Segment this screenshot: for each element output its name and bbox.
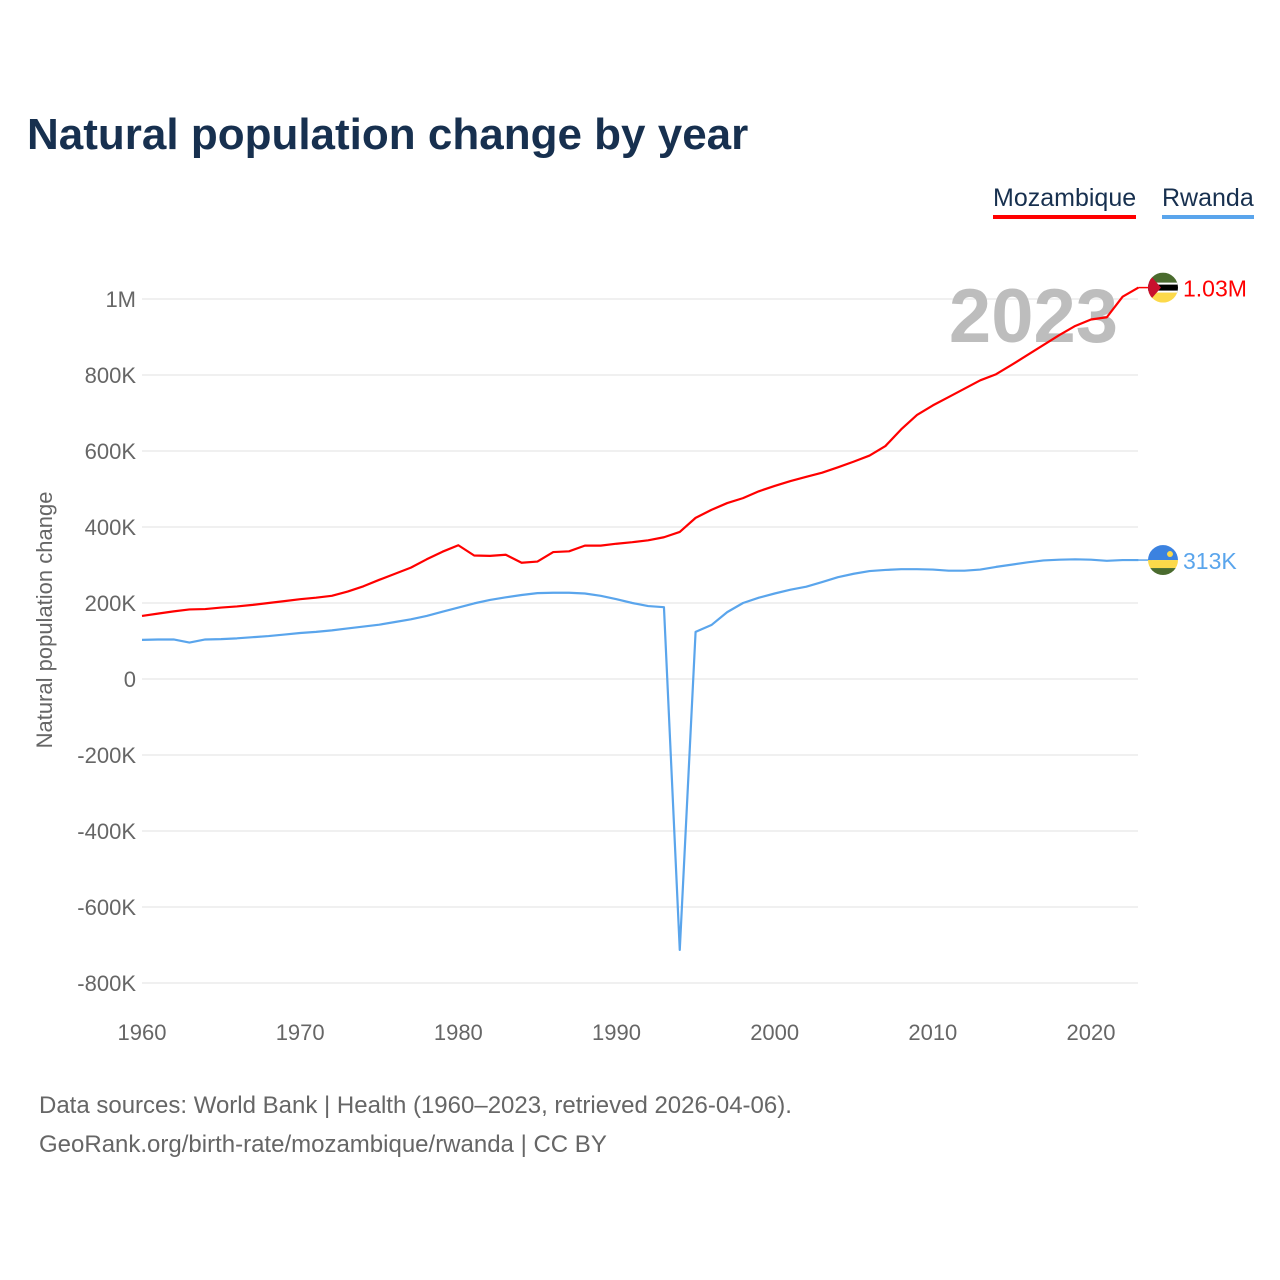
legend-mozambique[interactable]: Mozambique [993,184,1137,219]
end-label-mozambique: 1.03M [1183,276,1247,302]
chart-title: Natural population change by year [27,110,749,159]
x-tick-label: 2020 [1067,1020,1116,1045]
year-watermark: 2023 [949,274,1118,359]
y-tick-label: -600K [77,895,136,920]
x-tick-label: 1960 [118,1020,167,1045]
x-tick-label: 1990 [592,1020,641,1045]
y-axis-label: Natural population change [32,492,57,749]
source-link[interactable]: GeoRank.org/birth-rate/mozambique/rwanda… [39,1131,607,1158]
y-tick-label: 800K [85,363,137,388]
x-tick-label: 1970 [276,1020,325,1045]
y-tick-label: -800K [77,971,136,996]
y-tick-label: 600K [85,439,137,464]
footer: Data sources: World Bank | Health (1960–… [39,1086,792,1164]
series-line-mozambique [141,286,1139,618]
mozambique-flag-icon [1148,272,1178,303]
x-tick-label: 2000 [750,1020,799,1045]
y-tick-label: -400K [77,819,136,844]
rwanda-flag-icon [1148,545,1178,576]
y-tick-label: 200K [85,591,137,616]
end-label-rwanda: 313K [1183,548,1237,574]
legend-rwanda[interactable]: Rwanda [1162,184,1254,219]
x-tick-label: 2010 [908,1020,957,1045]
y-tick-label: -200K [77,743,136,768]
data-source: Data sources: World Bank | Health (1960–… [39,1092,792,1119]
y-tick-label: 1M [105,287,136,312]
x-tick-label: 1980 [434,1020,483,1045]
y-tick-label: 0 [124,667,136,692]
series-line-rwanda [141,558,1139,952]
y-tick-label: 400K [85,515,137,540]
